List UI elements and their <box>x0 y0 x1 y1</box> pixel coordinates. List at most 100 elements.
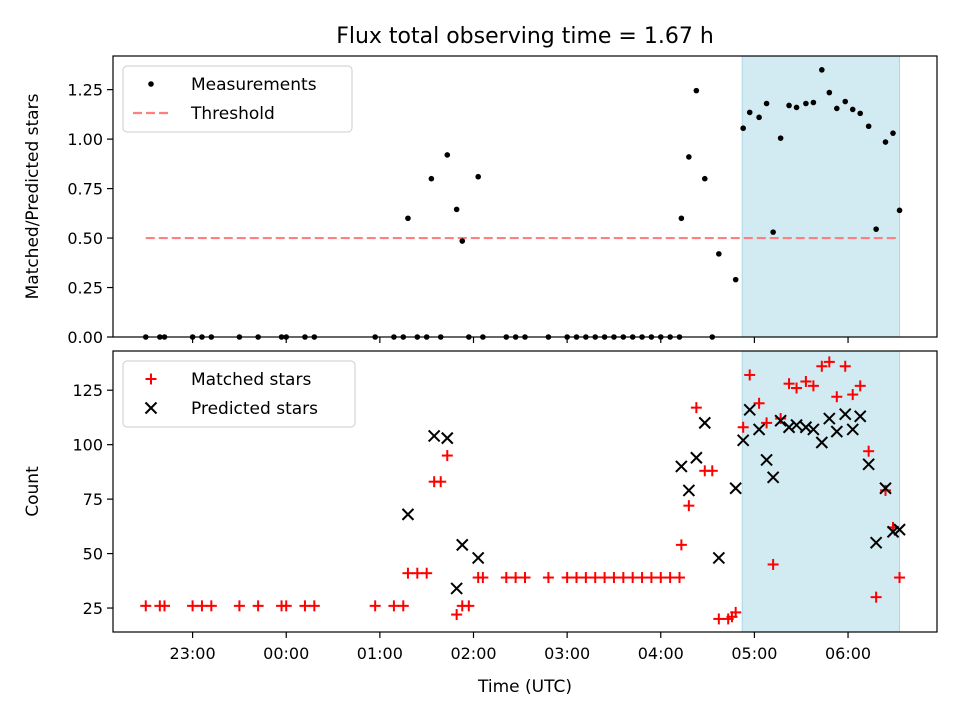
matched-star-point <box>870 591 882 603</box>
predicted-star-point <box>736 434 750 447</box>
matched-star-point <box>233 600 245 612</box>
bottom-panel: 25 50 75 100 125 23:00 00:00 01:00 02:00 03:00 04:… <box>23 350 938 663</box>
legend: Matched stars Predicted stars <box>122 360 356 428</box>
measurement-point <box>453 206 460 213</box>
x-stroke-b <box>456 538 469 552</box>
matched-star-point <box>761 417 773 429</box>
measurement-point <box>740 125 746 132</box>
matched-star-point <box>571 572 582 584</box>
matched-star-point <box>519 572 531 584</box>
x-tick-label: 04:00 <box>638 644 684 663</box>
chart-title: Flux total observing time = 1.67 h <box>336 24 714 49</box>
measurement-point <box>890 130 896 136</box>
measurement-point <box>882 139 889 145</box>
measurement-point <box>842 98 849 105</box>
x-stroke-b <box>698 416 711 430</box>
x-stroke-b <box>846 423 859 436</box>
measurement-point <box>770 229 776 235</box>
y-tick-label: 0.75 <box>67 180 103 199</box>
matched-star-point <box>369 600 381 612</box>
x-tick-label: 23:00 <box>170 644 216 663</box>
matched-star-point <box>839 360 851 372</box>
x-stroke-b <box>830 425 844 438</box>
measurement-point <box>428 175 435 182</box>
matched-star-point <box>500 572 512 584</box>
x-stroke-b <box>682 484 696 497</box>
y-tick-label: 75 <box>83 490 103 509</box>
measurement-point <box>786 102 792 109</box>
predicted-star-point <box>456 538 469 552</box>
top-panel: 0.00 0.25 0.50 0.75 1.00 1.25 Matched/Predicte… <box>23 55 938 347</box>
x-stroke-b <box>743 403 756 417</box>
predicted-star-point <box>712 551 726 565</box>
predicted-star-point <box>839 407 852 421</box>
predicted-star-point <box>675 460 688 473</box>
matched-star-point <box>397 600 409 612</box>
x-stroke-b <box>854 410 867 423</box>
measurement-point <box>793 104 800 111</box>
matched-star-point <box>308 600 320 612</box>
legend-marker-dot <box>148 81 154 87</box>
predicted-star-point <box>752 423 766 436</box>
matched-star-point <box>744 369 756 381</box>
y-tick-label: 100 <box>72 436 103 455</box>
predicted-star-point <box>690 451 703 464</box>
measurement-point <box>693 87 700 94</box>
matched-star-point <box>205 600 217 612</box>
matched-star-point <box>767 558 779 570</box>
x-stroke-b <box>450 582 463 595</box>
predicted-star-point <box>823 412 836 425</box>
measurement-point <box>405 215 411 222</box>
predicted-star-point <box>862 458 875 471</box>
predicted-star-point <box>729 482 742 495</box>
predicted-star-point <box>790 418 803 432</box>
matched-star-point <box>589 572 601 584</box>
predicted-star-point <box>401 508 415 521</box>
legend-label: Predicted stars <box>191 399 318 419</box>
x-tick-label: 05:00 <box>731 644 777 663</box>
measurement-point <box>686 154 692 160</box>
matched-star-point <box>775 413 787 425</box>
y-tick-label: 0.00 <box>67 328 103 347</box>
highlight-span <box>741 55 901 338</box>
predicted-star-point <box>830 425 844 438</box>
matched-star-point <box>510 572 522 584</box>
predicted-star-point <box>869 536 883 549</box>
legend-label: Measurements <box>191 75 317 95</box>
matched-star-point <box>713 613 725 625</box>
matched-star-point <box>791 382 803 394</box>
x-stroke-b <box>766 471 780 484</box>
legend: Measurements Threshold <box>122 65 353 133</box>
y-tick-label: 1.00 <box>67 130 103 149</box>
matched-star-point <box>441 450 453 462</box>
y-tick-label: 0.50 <box>67 229 103 248</box>
x-stroke-b <box>760 453 773 467</box>
x-stroke-b <box>675 460 688 473</box>
matched-star-point <box>477 572 489 584</box>
predicted-star-point <box>682 484 696 497</box>
x-stroke-b <box>690 451 703 464</box>
predicted-star-point <box>854 410 867 423</box>
x-stroke-b <box>815 436 829 449</box>
matched-star-point <box>599 572 611 584</box>
matched-star-point <box>730 606 742 618</box>
matched-star-point <box>690 402 702 414</box>
matched-star-point <box>435 476 447 488</box>
matched-star-point <box>196 600 208 612</box>
matched-star-point <box>140 600 152 612</box>
predicted-star-point <box>450 582 463 595</box>
measurement-point <box>849 106 856 113</box>
legend-x-b <box>144 401 158 415</box>
legend-label: Matched stars <box>191 370 311 390</box>
matched-star-point <box>645 572 657 584</box>
measurement-point <box>803 100 809 107</box>
measurement-point <box>834 105 840 112</box>
x-stroke-b <box>736 434 750 447</box>
measurement-point <box>746 109 753 116</box>
matched-star-point <box>863 445 875 457</box>
x-stroke-b <box>790 418 803 432</box>
x-tick-label: 06:00 <box>825 644 871 663</box>
y-tick-label: 25 <box>83 599 103 618</box>
matched-star-point <box>187 600 199 612</box>
